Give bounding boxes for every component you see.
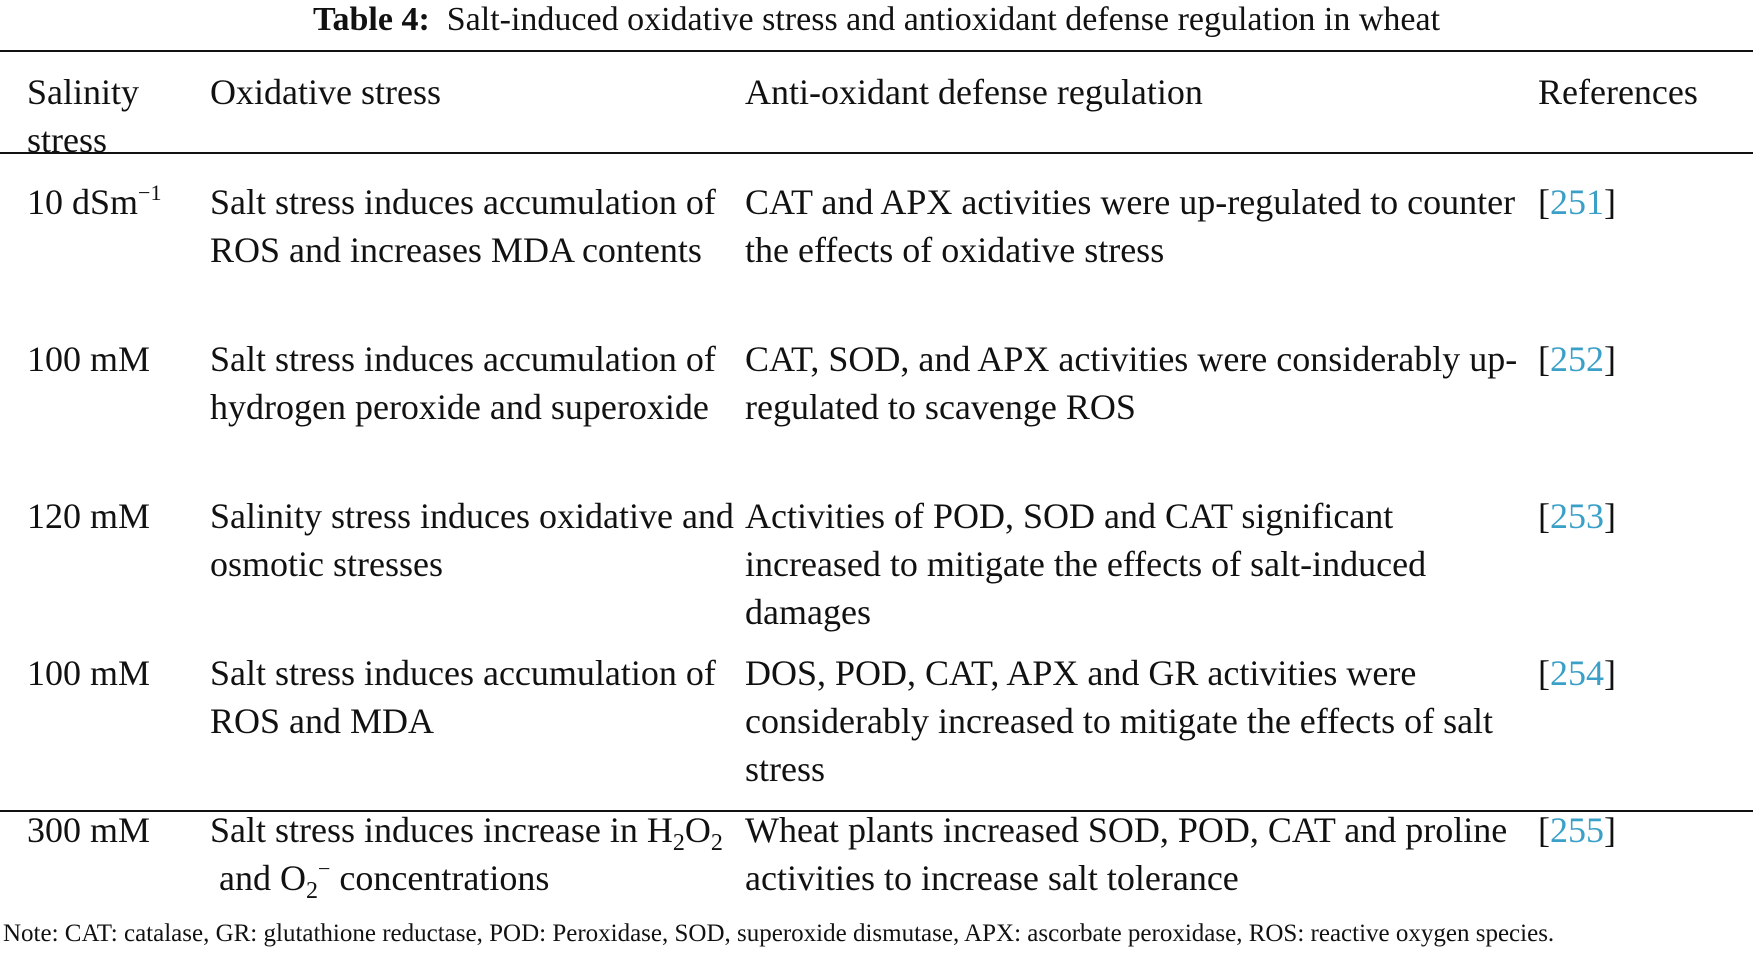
cell-salinity: 100 mM — [27, 653, 151, 693]
reference-link[interactable]: 254 — [1550, 653, 1604, 693]
table-title: Salt-induced oxidative stress and antiox… — [446, 1, 1441, 38]
cell-antioxidant: Activities of POD, SOD and CAT significa… — [745, 496, 1427, 632]
header-antioxidant: Anti-oxidant defense regulation — [745, 72, 1203, 112]
cell-oxidative: Salt stress induces accumulation of ROS … — [210, 182, 716, 270]
cell-oxidative: Salt stress induces accumulation of ROS … — [210, 653, 716, 741]
table-row: 100 mM Salt stress induces accumulation … — [0, 335, 1753, 492]
top-rule — [0, 50, 1753, 52]
cell-antioxidant: CAT and APX activities were up-regulated… — [745, 182, 1516, 270]
table-row: 100 mM Salt stress induces accumulation … — [0, 649, 1753, 806]
header-references: References — [1538, 72, 1698, 112]
cell-oxidative: Salt stress induces accumulation of hydr… — [210, 339, 716, 427]
cell-salinity: 300 mM — [27, 810, 151, 850]
table-row: 300 mM Salt stress induces increase in H… — [0, 806, 1753, 929]
cell-reference: [251] — [1538, 182, 1616, 222]
cell-reference: [252] — [1538, 339, 1616, 379]
cell-antioxidant: DOS, POD, CAT, APX and GR activities wer… — [745, 653, 1494, 789]
header-row: Salinity stress Oxidative stress Anti-ox… — [0, 68, 1753, 178]
table-note: Note: CAT: catalase, GR: glutathione red… — [3, 920, 1555, 947]
cell-reference: [253] — [1538, 496, 1616, 536]
table-row: 120 mM Salinity stress induces oxidative… — [0, 492, 1753, 649]
cell-salinity: 10 dSm−1 — [27, 180, 162, 223]
table-caption: Table 4: Salt-induced oxidative stress a… — [0, 0, 1753, 40]
reference-link[interactable]: 253 — [1550, 496, 1604, 536]
data-table: Salinity stress Oxidative stress Anti-ox… — [0, 68, 1753, 929]
cell-oxidative: Salt stress induces increase in H2O2 and… — [210, 810, 723, 904]
reference-link[interactable]: 255 — [1550, 810, 1604, 850]
header-oxidative: Oxidative stress — [210, 72, 441, 112]
cell-antioxidant: Wheat plants increased SOD, POD, CAT and… — [745, 810, 1508, 898]
cell-salinity: 100 mM — [27, 339, 151, 379]
bottom-rule — [0, 810, 1753, 812]
cell-oxidative: Salinity stress induces oxidative and os… — [210, 496, 734, 584]
header-rule — [0, 152, 1753, 154]
reference-link[interactable]: 252 — [1550, 339, 1604, 379]
table-row: 10 dSm−1 Salt stress induces accumulatio… — [0, 178, 1753, 335]
cell-reference: [255] — [1538, 810, 1616, 850]
cell-salinity: 120 mM — [27, 496, 151, 536]
cell-reference: [254] — [1538, 653, 1616, 693]
header-salinity: Salinity stress — [27, 72, 140, 160]
reference-link[interactable]: 251 — [1550, 182, 1604, 222]
table-label: Table 4: — [312, 1, 430, 38]
cell-antioxidant: CAT, SOD, and APX activities were consid… — [745, 339, 1518, 427]
